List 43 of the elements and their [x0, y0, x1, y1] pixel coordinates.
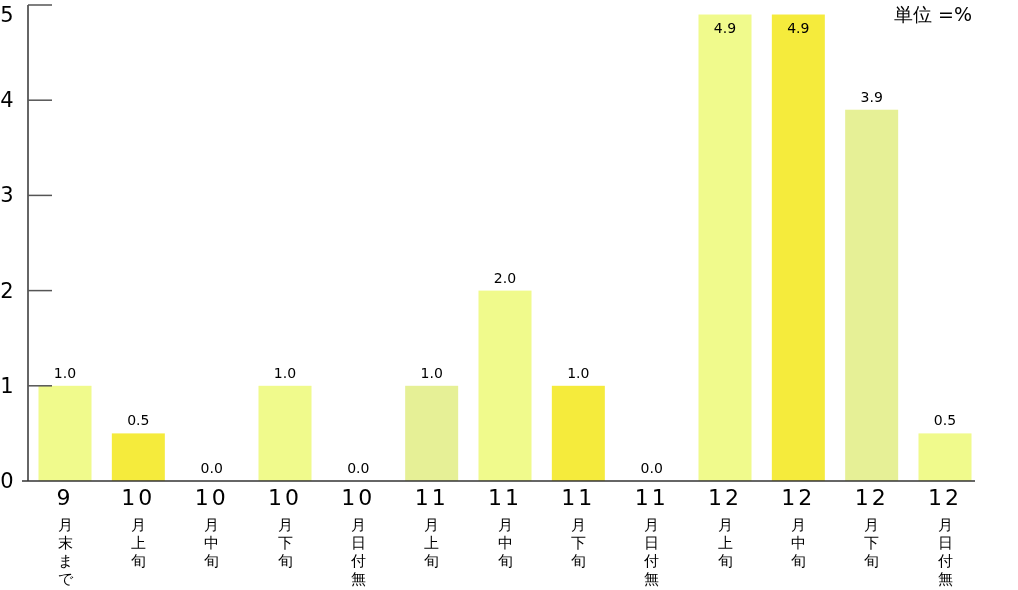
y-tick-label: 3 [0, 183, 14, 208]
bar [918, 433, 972, 481]
x-tick-label: 9月末まで [56, 485, 74, 588]
data-label: 1.0 [567, 364, 590, 381]
data-label: 0.5 [933, 412, 957, 429]
x-tick-label: 11月下旬 [561, 485, 596, 570]
y-tick-label: 5 [0, 3, 14, 27]
x-tick-label: 12月上旬 [708, 485, 742, 570]
data-label: 1.0 [273, 364, 297, 381]
bar [845, 109, 899, 481]
bar [698, 14, 752, 481]
data-label: 0.0 [347, 460, 370, 476]
bar [111, 433, 165, 481]
bar [38, 385, 92, 481]
x-tick-label: 12月下旬 [854, 485, 889, 570]
x-tick-label: 11月中旬 [488, 485, 522, 570]
data-label: 0.0 [640, 460, 663, 476]
data-label: 4.9 [787, 19, 810, 36]
y-tick-label: 1 [0, 373, 14, 398]
bar [405, 385, 459, 481]
data-label: 0.0 [200, 460, 223, 476]
y-tick-label: 2 [0, 278, 14, 303]
bar [478, 290, 532, 481]
x-tick-label: 10月下旬 [268, 485, 302, 570]
bar [258, 385, 312, 481]
x-tick-label: 11月上旬 [414, 485, 449, 570]
annotation: 単位 =% [893, 3, 972, 25]
y-tick-label: 0 [0, 469, 14, 493]
data-label: 1.0 [420, 364, 443, 381]
data-label: 3.9 [860, 88, 883, 105]
x-tick-label: 11月日付無 [634, 485, 669, 588]
data-label: 1.0 [53, 364, 77, 381]
data-label: 4.9 [713, 19, 737, 36]
bar [551, 385, 605, 481]
x-tick-label: 10月日付無 [341, 485, 376, 588]
data-label: 2.0 [493, 269, 517, 286]
x-tick-label: 10月上旬 [121, 485, 156, 570]
x-tick-label: 10月中旬 [194, 485, 229, 570]
x-tick-label: 12月日付無 [928, 485, 962, 588]
data-label: 0.5 [127, 412, 150, 429]
x-tick-label: 12月中旬 [781, 485, 816, 570]
bar [771, 14, 825, 481]
y-tick-label: 4 [0, 88, 14, 113]
